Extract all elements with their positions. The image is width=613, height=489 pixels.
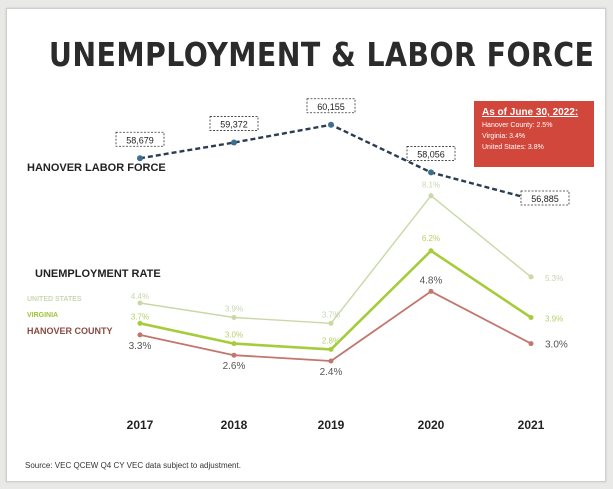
series-line-2 <box>139 290 532 362</box>
labor-force-label-box <box>306 98 356 114</box>
slide: UNEMPLOYMENT & LABOR FORCE As of June 30… <box>6 8 606 482</box>
data-label: 3.0% <box>545 340 568 351</box>
as-of-box: As of June 30, 2022: Hanover County: 2.5… <box>474 101 594 167</box>
data-label: 8.1% <box>422 181 440 190</box>
data-label: 4.4% <box>131 292 149 301</box>
data-point <box>328 346 334 352</box>
data-point <box>528 315 534 320</box>
x-tick-label: 2019 <box>318 418 345 432</box>
labor-force-point <box>137 155 143 162</box>
data-point <box>137 320 143 326</box>
data-point <box>137 332 143 338</box>
labor-force-point <box>328 121 334 128</box>
labor-force-label-box <box>520 190 570 206</box>
unemployment-rate-label: UNEMPLOYMENT RATE <box>35 268 161 280</box>
data-label: 2.8% <box>322 336 340 345</box>
legend-entry: VIRGINIA <box>27 312 58 319</box>
data-label: 3.9% <box>225 305 243 314</box>
x-tick-label: 2017 <box>127 418 154 432</box>
data-point <box>328 358 334 364</box>
data-label: 2.4% <box>320 367 343 378</box>
data-point <box>528 341 534 347</box>
labor-force-data-label: 58,056 <box>417 149 445 159</box>
data-label: 3.9% <box>545 315 563 324</box>
data-label: 3.7% <box>131 312 149 321</box>
data-point <box>428 193 434 199</box>
data-point <box>231 341 237 347</box>
x-tick-label: 2020 <box>418 418 445 432</box>
data-point <box>428 248 434 254</box>
x-tick-label: 2018 <box>221 418 248 432</box>
data-label: 3.3% <box>129 341 152 352</box>
labor-force-label-box <box>406 146 456 161</box>
as-of-hanover: Hanover County: 2.5% <box>482 122 553 129</box>
labor-force-label-box <box>115 131 165 147</box>
data-label: 6.2% <box>422 234 440 243</box>
source-note: Source: VEC QCEW Q4 CY VEC data subject … <box>25 461 241 470</box>
x-tick-label: 2021 <box>518 418 545 432</box>
data-label: 2.6% <box>223 361 246 372</box>
data-point <box>231 315 237 320</box>
as-of-virginia: Virginia: 3.4% <box>482 133 526 140</box>
legend-entry: HANOVER COUNTY <box>27 326 113 336</box>
data-point <box>328 320 334 326</box>
labor-force-point <box>428 169 434 176</box>
labor-force-point <box>231 139 237 146</box>
legend-entry: UNITED STATES <box>27 296 82 303</box>
data-point <box>528 274 534 280</box>
labor-force-line <box>139 123 532 201</box>
data-label: 5.3% <box>545 274 563 283</box>
labor-force-data-label: 58,679 <box>126 135 154 145</box>
page-title: UNEMPLOYMENT & LABOR FORCE <box>48 35 595 74</box>
labor-force-label: HANOVER LABOR FORCE <box>27 162 166 174</box>
as-of-heading: As of June 30, 2022: <box>482 107 579 118</box>
labor-force-data-label: 59,372 <box>220 120 248 130</box>
series-line-1 <box>139 249 532 351</box>
data-point <box>428 288 434 294</box>
data-label: 4.8% <box>420 275 443 286</box>
as-of-us: United States: 3.8% <box>482 144 544 151</box>
chart-area: 2017 2018 2019 2020 2021 UNITED STATES 4.4% 3.9… <box>27 98 570 432</box>
data-label: 3.0% <box>225 331 243 340</box>
labor-force-label-box <box>209 116 259 131</box>
data-point <box>231 352 237 358</box>
data-label: 3.7% <box>322 310 340 319</box>
labor-force-data-label: 60,155 <box>317 102 345 112</box>
labor-force-data-label: 56,885 <box>531 194 559 204</box>
data-point <box>137 300 143 306</box>
series-line-0 <box>139 194 532 324</box>
